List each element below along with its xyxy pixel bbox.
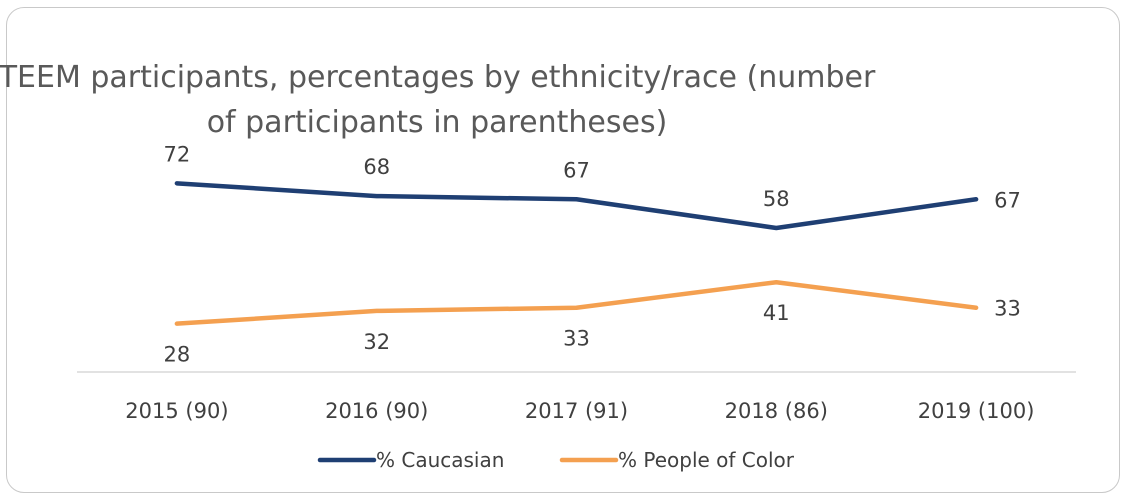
data-label: 33 xyxy=(994,297,1021,321)
x-tick-label: 2019 (100) xyxy=(918,399,1035,423)
series-line-1 xyxy=(174,279,979,326)
x-tick-label: 2015 (90) xyxy=(125,399,228,423)
x-tick-label: 2016 (90) xyxy=(325,399,428,423)
data-label: 33 xyxy=(563,327,590,351)
data-label: 72 xyxy=(164,142,191,166)
chart-title-line-1: TEEM participants, percentages by ethnic… xyxy=(0,60,876,95)
series-line-0 xyxy=(174,181,979,231)
data-label: 67 xyxy=(563,158,590,182)
legend: % Caucasian % People of Color xyxy=(317,448,795,472)
series-1: 28 32 33 41 33 xyxy=(164,279,1021,367)
data-label: 28 xyxy=(164,343,191,367)
data-label: 41 xyxy=(763,301,790,325)
data-label: 32 xyxy=(363,330,390,354)
x-tick-label: 2018 (86) xyxy=(725,399,828,423)
chart-title-line-2: of participants in parentheses) xyxy=(207,105,668,140)
legend-label: % Caucasian xyxy=(376,448,504,472)
data-label: 58 xyxy=(763,187,790,211)
data-label: 68 xyxy=(363,155,390,179)
legend-item-1: % People of Color xyxy=(559,448,795,472)
x-tick-label: 2017 (91) xyxy=(525,399,628,423)
legend-item-0: % Caucasian xyxy=(317,448,504,472)
data-label: 67 xyxy=(994,188,1021,212)
legend-label: % People of Color xyxy=(618,448,795,472)
x-tick-labels: 2015 (90) 2016 (90) 2017 (91) 2018 (86) 2019… xyxy=(125,399,1034,423)
chart-card xyxy=(6,7,1120,493)
series-0: 72 68 67 58 67 xyxy=(164,142,1021,231)
series-layer: 72 68 67 58 67 28 32 33 41 33 xyxy=(164,142,1021,366)
